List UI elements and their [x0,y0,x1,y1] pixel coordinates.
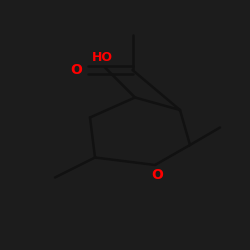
Text: O: O [152,168,164,182]
Text: HO: HO [92,51,113,64]
Text: O: O [70,63,82,77]
